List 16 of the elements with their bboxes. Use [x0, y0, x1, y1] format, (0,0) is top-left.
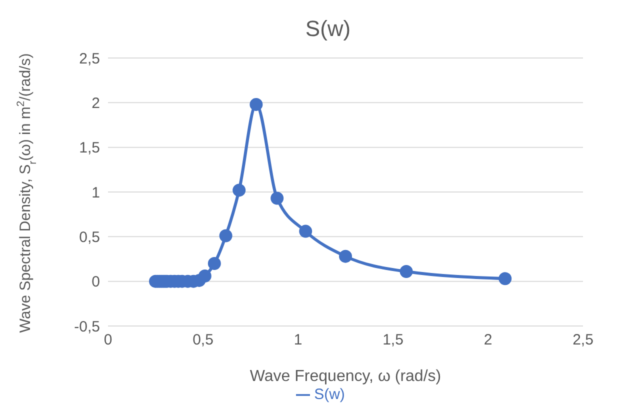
- x-tick-label: 1: [294, 332, 302, 349]
- y-tick-label: 1,5: [79, 140, 100, 157]
- y-tick-label: -0,5: [74, 318, 100, 336]
- chart-title: S(w): [305, 16, 351, 41]
- y-tick-label: 0,5: [79, 228, 100, 246]
- y-tick-label: 2: [92, 94, 100, 112]
- y-tick-label: 0: [92, 274, 100, 291]
- y-tick-label: 2,5: [79, 50, 100, 68]
- legend-label: S(w): [314, 386, 345, 403]
- x-tick-label: 0,5: [192, 332, 214, 349]
- x-axis-title: Wave Frequency, ω (rad/s): [250, 368, 442, 385]
- y-tick-label: 1: [92, 184, 100, 202]
- x-tick-label: 2,5: [572, 332, 594, 349]
- x-tick-label: 0: [104, 332, 112, 349]
- x-tick-label: 2: [484, 332, 492, 349]
- x-tick-label: 1,5: [382, 332, 404, 349]
